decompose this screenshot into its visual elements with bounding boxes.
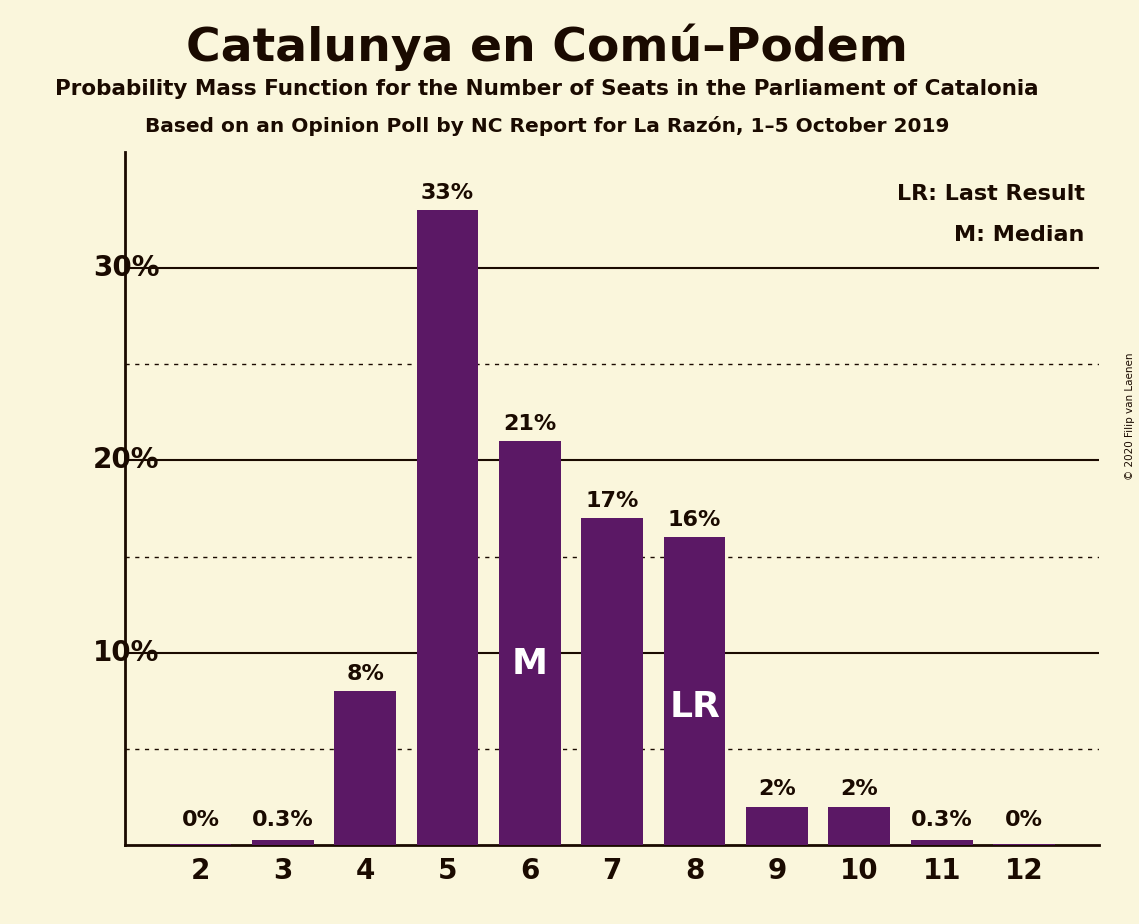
Text: Catalunya en Comú–Podem: Catalunya en Comú–Podem [186, 23, 908, 70]
Bar [499, 442, 560, 845]
Bar [746, 807, 808, 845]
Bar [828, 807, 891, 845]
Text: M: Median: M: Median [954, 225, 1084, 245]
Bar [417, 211, 478, 845]
Text: © 2020 Filip van Laenen: © 2020 Filip van Laenen [1125, 352, 1134, 480]
Text: Based on an Opinion Poll by NC Report for La Razón, 1–5 October 2019: Based on an Opinion Poll by NC Report fo… [145, 116, 949, 136]
Text: 17%: 17% [585, 491, 639, 510]
Text: 16%: 16% [667, 510, 721, 529]
Text: 8%: 8% [346, 663, 384, 684]
Text: 2%: 2% [841, 779, 878, 799]
Text: 0%: 0% [1005, 810, 1043, 830]
Text: 0%: 0% [181, 810, 220, 830]
Text: 20%: 20% [92, 446, 159, 474]
Bar [911, 840, 973, 845]
Text: M: M [511, 647, 548, 681]
Text: Probability Mass Function for the Number of Seats in the Parliament of Catalonia: Probability Mass Function for the Number… [55, 79, 1039, 99]
Text: 0.3%: 0.3% [252, 810, 313, 830]
Text: 21%: 21% [503, 414, 557, 433]
Text: 0.3%: 0.3% [911, 810, 973, 830]
Text: LR: LR [669, 690, 720, 723]
Bar [252, 840, 313, 845]
Text: 2%: 2% [759, 779, 796, 799]
Bar [664, 538, 726, 845]
Text: 10%: 10% [93, 639, 159, 667]
Text: LR: Last Result: LR: Last Result [896, 184, 1084, 203]
Text: 30%: 30% [92, 254, 159, 282]
Bar [581, 518, 644, 845]
Text: 33%: 33% [421, 183, 474, 202]
Bar [334, 691, 396, 845]
